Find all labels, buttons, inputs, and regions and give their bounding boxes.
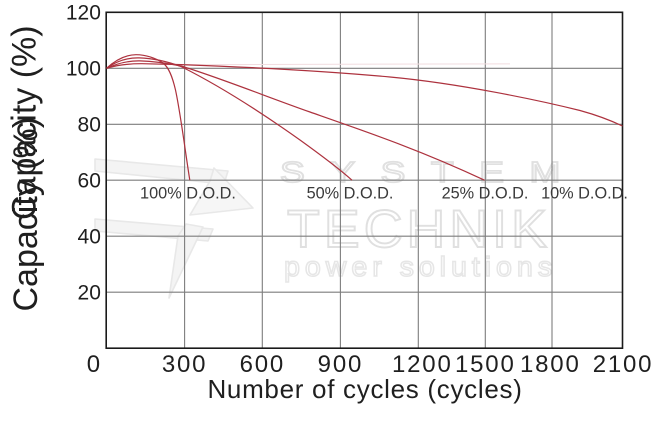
svg-text:60: 60 — [78, 169, 101, 192]
svg-text:power solutions: power solutions — [284, 251, 557, 282]
svg-text:10% D.O.D.: 10% D.O.D. — [541, 185, 628, 203]
svg-text:100: 100 — [66, 57, 101, 80]
svg-text:300: 300 — [162, 351, 207, 378]
svg-text:1800: 1800 — [520, 351, 581, 378]
svg-text:25% D.O.D.: 25% D.O.D. — [442, 185, 529, 203]
svg-text:900: 900 — [318, 351, 363, 378]
svg-text:120: 120 — [66, 1, 101, 24]
svg-text:20: 20 — [78, 281, 101, 304]
svg-text:40: 40 — [78, 225, 101, 248]
svg-text:50% D.O.D.: 50% D.O.D. — [307, 185, 394, 203]
svg-text:600: 600 — [240, 351, 285, 378]
svg-text:SYSTEM: SYSTEM — [280, 157, 586, 189]
svg-text:80: 80 — [78, 113, 101, 136]
svg-text:TECHNIK: TECHNIK — [287, 200, 551, 259]
svg-text:Capacity (%): Capacity (%) — [6, 25, 44, 220]
svg-text:1500: 1500 — [455, 351, 516, 378]
svg-text:0: 0 — [87, 351, 102, 378]
svg-text:1200: 1200 — [392, 351, 453, 378]
svg-text:Capacity (%): Capacity (%) — [7, 117, 45, 312]
svg-text:2100: 2100 — [593, 351, 654, 378]
svg-text:Number of cycles (cycles): Number of cycles (cycles) — [207, 374, 522, 404]
svg-text:100% D.O.D.: 100% D.O.D. — [140, 185, 236, 203]
